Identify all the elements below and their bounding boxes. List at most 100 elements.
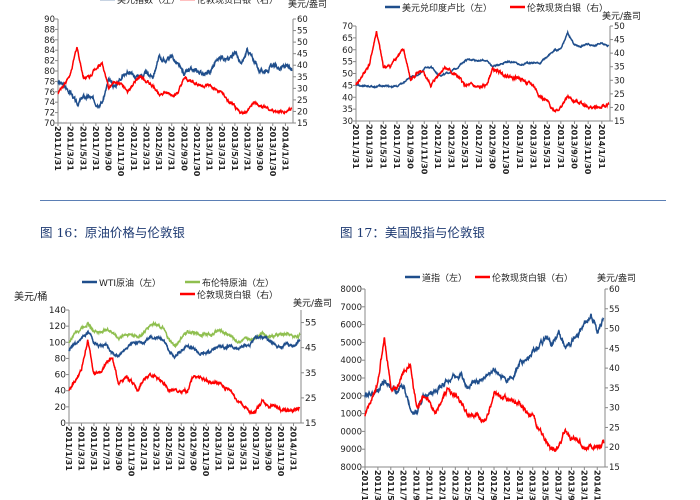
x-tick-label: 2011/11/30 bbox=[419, 124, 428, 175]
x-tick-label: 2011/1/31 bbox=[351, 124, 360, 169]
y-right-tick-label: 30 bbox=[614, 76, 625, 86]
y-right-tick-label: 30 bbox=[609, 404, 620, 414]
chart-dollar-index-vs-silver: 70 72 74 76 78 80 82 84 86 88 90 15 20 25 30 35 40 45 50 55… bbox=[0, 0, 340, 190]
x-tick-label: 2013/7/31 bbox=[554, 470, 563, 500]
x-tick-label: 2013/9/30 bbox=[255, 126, 264, 171]
x-tick-label: 2012/1/31 bbox=[129, 126, 138, 171]
series-line bbox=[68, 320, 301, 349]
y-right-tick-label: 35 bbox=[305, 369, 316, 379]
y-left-tick-label: 72 bbox=[44, 109, 55, 119]
x-tick-label: 2011/3/31 bbox=[373, 470, 382, 500]
series-line bbox=[364, 337, 605, 453]
y-right-tick-label: 30 bbox=[297, 84, 308, 94]
x-tick-label: 2012/7/31 bbox=[476, 470, 485, 500]
y-right-tick-label: 40 bbox=[297, 61, 308, 71]
y-right-tick-label: 25 bbox=[297, 96, 308, 106]
y-left-tick-label: 30 bbox=[342, 117, 353, 127]
x-tick-label: 2011/3/31 bbox=[66, 126, 75, 171]
y-left-tick-label: 65 bbox=[342, 34, 353, 44]
x-tick-label: 2011/5/31 bbox=[386, 470, 395, 500]
x-tick-label: 2013/1/31 bbox=[214, 426, 223, 471]
x-tick-label: 2012/5/31 bbox=[164, 426, 173, 471]
y-right-tick-label: 60 bbox=[609, 285, 620, 295]
legend-label: 美元指数（左） bbox=[117, 0, 180, 6]
chart-svg: 30354045505560657015202530354045502011/1… bbox=[342, 2, 641, 175]
y-left-tick-label: 9000 bbox=[340, 445, 362, 455]
x-tick-label: 2012/9/30 bbox=[489, 470, 498, 500]
x-tick-label: 2011/5/31 bbox=[378, 124, 387, 169]
x-tick-label: 2011/3/31 bbox=[76, 426, 85, 471]
legend-label: WTI原油（左） bbox=[99, 277, 161, 289]
x-tick-label: 2013/7/31 bbox=[556, 124, 565, 169]
y-right-tick-label: 35 bbox=[614, 63, 625, 73]
x-tick-label: 2014/1/31 bbox=[592, 470, 601, 500]
right-axis-unit: 美元/盎司 bbox=[602, 10, 641, 22]
chart-svg: 8000 9000 10000 11000 12000 13000 14000 15000 16… bbox=[340, 272, 636, 500]
y-left-tick-label: 55 bbox=[342, 58, 353, 68]
x-tick-label: 2014/1/31 bbox=[280, 126, 289, 171]
x-tick-label: 2012/11/30 bbox=[502, 470, 511, 500]
series-line bbox=[355, 29, 610, 89]
x-tick-label: 2012/1/31 bbox=[139, 426, 148, 471]
y-left-tick-label: 12000 bbox=[340, 392, 362, 402]
y-right-tick-label: 55 bbox=[297, 27, 308, 37]
y-right-tick-label: 60 bbox=[297, 15, 308, 25]
x-tick-label: 2013/3/31 bbox=[226, 426, 235, 471]
legend-label: 布伦特原油（左） bbox=[202, 277, 274, 289]
y-right-tick-label: 40 bbox=[614, 49, 625, 59]
y-left-tick-label: 74 bbox=[44, 98, 55, 108]
legend-label: 伦敦现货白银（右） bbox=[492, 272, 573, 284]
y-left-tick-label: 11000 bbox=[340, 410, 362, 420]
x-tick-label: 2012/9/30 bbox=[179, 126, 188, 171]
x-tick-label: 2011/11/30 bbox=[116, 126, 125, 177]
y-right-tick-label: 25 bbox=[305, 394, 316, 404]
x-tick-label: 2013/1/31 bbox=[205, 126, 214, 171]
y-left-tick-label: 40 bbox=[55, 387, 67, 397]
y-left-tick-label: 84 bbox=[44, 46, 55, 56]
x-tick-label: 2013/5/31 bbox=[239, 426, 248, 471]
legend-label: 伦敦现货白银（右） bbox=[197, 0, 278, 6]
y-left-tick-label: 120 bbox=[49, 322, 66, 332]
x-tick-label: 2012/9/30 bbox=[488, 124, 497, 169]
series-line bbox=[68, 339, 301, 416]
x-tick-label: 2012/7/31 bbox=[176, 426, 185, 471]
x-tick-label: 2013/9/30 bbox=[566, 470, 575, 500]
y-left-tick-label: 90 bbox=[44, 15, 55, 25]
series-line bbox=[57, 46, 293, 116]
x-tick-label: 2011/11/30 bbox=[425, 470, 434, 500]
legend-label: 道指（左） bbox=[422, 272, 467, 284]
y-right-tick-label: 25 bbox=[609, 423, 620, 433]
y-left-tick-label: 70 bbox=[44, 119, 55, 129]
x-tick-label: 2013/5/31 bbox=[542, 124, 551, 169]
figure-caption-17: 图 17：美国股指与伦敦银 bbox=[340, 225, 485, 240]
y-right-tick-label: 15 bbox=[305, 419, 316, 429]
legend-label: 美元兑印度卢比（左） bbox=[402, 2, 492, 14]
right-axis-unit: 美元/盎司 bbox=[288, 0, 327, 10]
y-right-tick-label: 20 bbox=[614, 103, 625, 113]
y-left-tick-label: 80 bbox=[55, 354, 67, 364]
y-right-tick-label: 45 bbox=[305, 344, 316, 354]
x-tick-label: 2012/5/31 bbox=[463, 470, 472, 500]
y-left-tick-label: 45 bbox=[342, 81, 353, 91]
y-right-tick-label: 35 bbox=[609, 384, 620, 394]
x-tick-label: 2012/9/30 bbox=[189, 426, 198, 471]
x-tick-label: 2011/7/31 bbox=[399, 470, 408, 500]
x-tick-label: 2012/11/30 bbox=[192, 126, 201, 177]
right-axis-unit: 美元/盎司 bbox=[293, 297, 332, 309]
x-tick-label: 2013/5/31 bbox=[230, 126, 239, 171]
x-tick-label: 2011/7/31 bbox=[91, 126, 100, 171]
x-tick-label: 2013/3/31 bbox=[529, 124, 538, 169]
y-right-tick-label: 45 bbox=[609, 344, 620, 354]
x-tick-label: 2013/7/31 bbox=[243, 126, 252, 171]
x-tick-label: 2013/3/31 bbox=[217, 126, 226, 171]
x-tick-label: 2013/5/31 bbox=[541, 470, 550, 500]
x-tick-label: 2012/3/31 bbox=[447, 124, 456, 169]
x-tick-label: 2013/11/30 bbox=[276, 426, 285, 477]
y-left-tick-label: 50 bbox=[342, 70, 353, 80]
series-line bbox=[68, 329, 301, 360]
x-tick-label: 2011/5/31 bbox=[89, 426, 98, 471]
x-tick-label: 2011/1/31 bbox=[53, 126, 62, 171]
left-axis-unit: 美元/桶 bbox=[14, 290, 47, 303]
y-left-tick-label: 88 bbox=[44, 25, 55, 35]
